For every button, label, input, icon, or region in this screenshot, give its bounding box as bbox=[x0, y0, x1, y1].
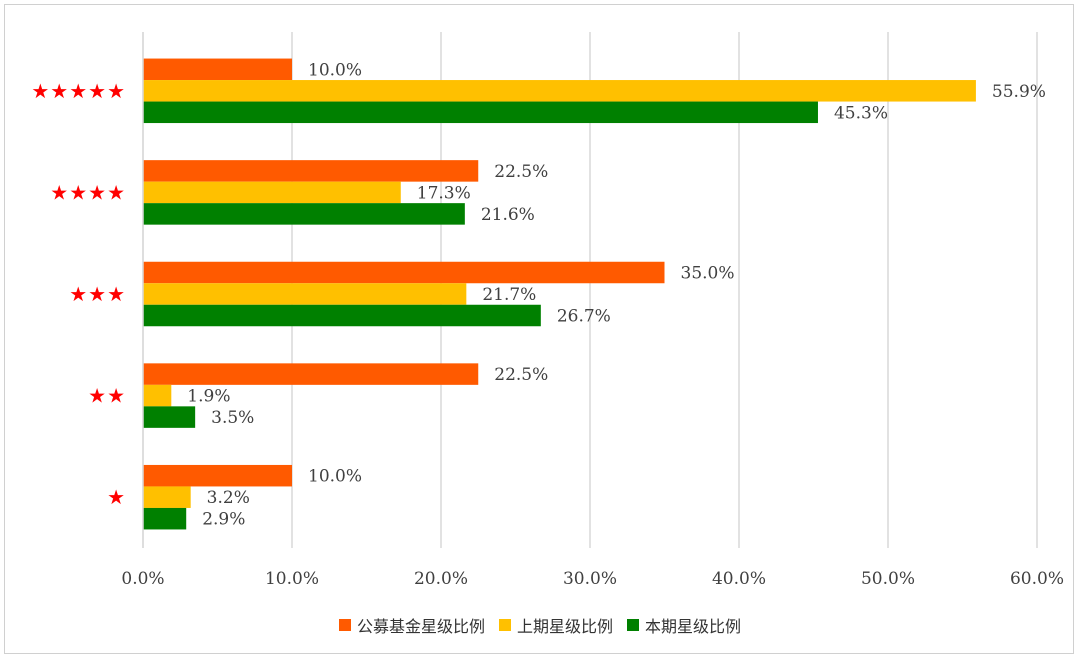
category-label: ★★★★★ bbox=[31, 79, 126, 103]
legend-item-previous-period: 上期星级比例 bbox=[498, 613, 613, 637]
data-label: 21.6% bbox=[481, 205, 535, 225]
legend-item-current-period: 本期星级比例 bbox=[627, 613, 741, 637]
data-label: 55.9% bbox=[992, 82, 1046, 102]
bar bbox=[143, 101, 818, 124]
x-tick-label: 50.0% bbox=[861, 569, 915, 589]
bar-chart: 0.0% 10.0% 20.0% 30.0% 40.0% 50.0% 60.0% 10.0% 5… bbox=[31, 32, 1064, 589]
data-label: 17.3% bbox=[417, 183, 471, 203]
data-label: 10.0% bbox=[308, 467, 362, 487]
bar bbox=[143, 363, 479, 385]
x-tick-label: 30.0% bbox=[563, 569, 617, 589]
x-tick-label: 20.0% bbox=[414, 569, 468, 589]
legend-swatch-public-fund bbox=[338, 619, 351, 631]
data-label: 2.9% bbox=[202, 510, 245, 530]
legend-swatch-previous-period bbox=[498, 619, 511, 631]
data-label: 21.7% bbox=[482, 285, 536, 305]
data-label: 3.5% bbox=[211, 408, 254, 428]
data-label: 35.0% bbox=[681, 264, 735, 284]
bar bbox=[143, 406, 196, 428]
bar bbox=[143, 384, 172, 407]
data-label: 45.3% bbox=[834, 103, 888, 123]
x-tick-label: 10.0% bbox=[265, 569, 319, 589]
bar bbox=[143, 464, 292, 487]
bar bbox=[143, 203, 465, 225]
data-label: 26.7% bbox=[557, 307, 611, 327]
data-label: 1.9% bbox=[187, 387, 230, 407]
x-tick-label: 40.0% bbox=[712, 569, 766, 589]
data-label: 3.2% bbox=[207, 488, 250, 508]
bar bbox=[143, 486, 191, 508]
category-label: ★★ bbox=[88, 384, 126, 408]
bar bbox=[143, 160, 479, 182]
bar bbox=[143, 261, 665, 284]
legend-item-public-fund: 公募基金星级比例 bbox=[338, 613, 485, 637]
x-tick-label: 0.0% bbox=[121, 569, 164, 589]
legend-label-public-fund: 公募基金星级比例 bbox=[356, 617, 485, 636]
data-label: 10.0% bbox=[308, 60, 362, 80]
bar bbox=[143, 80, 976, 102]
category-label: ★ bbox=[107, 485, 126, 509]
legend-label-previous-period: 上期星级比例 bbox=[516, 617, 613, 636]
data-label: 22.5% bbox=[494, 162, 548, 182]
category-label: ★★★ bbox=[69, 282, 126, 306]
bar bbox=[143, 304, 541, 327]
bar bbox=[143, 283, 467, 305]
chart-legend: 公募基金星级比例 上期星级比例 本期星级比例 bbox=[0, 612, 1080, 638]
legend-label-current-period: 本期星级比例 bbox=[645, 617, 742, 636]
bar bbox=[143, 181, 401, 204]
legend-swatch-current-period bbox=[627, 619, 639, 631]
data-label: 22.5% bbox=[494, 365, 548, 385]
x-tick-label: 60.0% bbox=[1010, 569, 1064, 589]
bar bbox=[143, 58, 292, 81]
bar bbox=[143, 507, 187, 530]
category-label: ★★★★ bbox=[50, 180, 126, 204]
